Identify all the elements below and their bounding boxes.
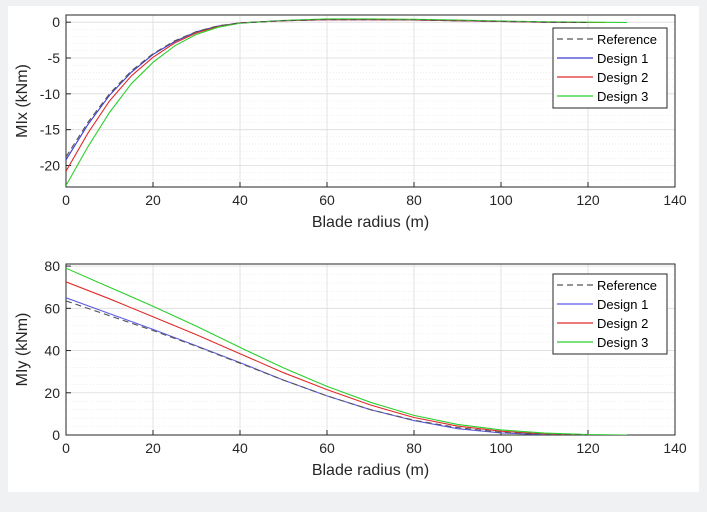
y-tick-label: 80 — [44, 258, 60, 274]
series-line-design-2 — [66, 281, 606, 435]
x-tick-label: 80 — [406, 440, 422, 456]
x-tick-label: 20 — [145, 440, 161, 456]
y-tick-label: 20 — [44, 385, 60, 401]
legend-entry: Reference — [597, 32, 657, 47]
y-tick-label: 40 — [44, 343, 60, 359]
y-tick-label: -5 — [48, 50, 61, 66]
plot-area-border — [65, 14, 676, 188]
x-tick-label: 60 — [319, 192, 335, 208]
series-line-design-1 — [66, 297, 589, 435]
y-tick-label: 0 — [52, 427, 60, 443]
x-tick-label: 20 — [145, 192, 161, 208]
series-line-reference — [66, 19, 589, 158]
x-tick-label: 40 — [232, 440, 248, 456]
legend-entry: Reference — [597, 278, 657, 293]
x-axis-label: Blade radius (m) — [312, 462, 429, 479]
x-tick-label: 0 — [62, 192, 70, 208]
series-line-reference — [66, 300, 589, 435]
y-tick-label: -10 — [40, 86, 60, 102]
legend-entry: Design 3 — [597, 89, 648, 104]
x-tick-label: 100 — [489, 440, 513, 456]
x-tick-label: 40 — [232, 192, 248, 208]
y-tick-label: -20 — [40, 158, 60, 174]
legend-entry: Design 2 — [597, 316, 648, 331]
x-tick-label: 120 — [576, 440, 600, 456]
legend-box — [552, 273, 668, 355]
y-tick-label: 60 — [44, 300, 60, 316]
x-tick-label: 60 — [319, 440, 335, 456]
legend-entry: Design 3 — [597, 335, 648, 350]
series-line-design-2 — [66, 19, 606, 172]
plot-area-border — [65, 263, 676, 436]
y-tick-label: 0 — [52, 14, 60, 30]
x-tick-label: 120 — [576, 192, 600, 208]
x-tick-label: 80 — [406, 192, 422, 208]
figure-svg: 0 20 40 60 80 100 120 140 0 -5 -10 -15 -20 Blade radi… — [14, 14, 687, 479]
chart-1: 0 20 40 60 80 100 120 140 0 -5 -10 -15 -20 Blade radi… — [14, 14, 687, 231]
y-axis-label: MIy (kNm) — [14, 313, 31, 387]
y-axis-label: MIx (kNm) — [14, 64, 31, 138]
x-axis-label: Blade radius (m) — [312, 214, 429, 231]
x-tick-label: 0 — [62, 440, 70, 456]
x-tick-label: 140 — [663, 192, 687, 208]
legend-entry: Design 1 — [597, 297, 648, 312]
figure-frame: 0 20 40 60 80 100 120 140 0 -5 -10 -15 -20 Blade radi… — [8, 6, 699, 492]
legend-entry: Design 1 — [597, 51, 648, 66]
legend-box — [552, 27, 668, 109]
x-tick-label: 100 — [489, 192, 513, 208]
chart-2: 0 20 40 60 80 100 120 140 0 20 40 60 80 Blade radius … — [14, 258, 687, 479]
x-tick-label: 140 — [663, 440, 687, 456]
y-tick-label: -15 — [40, 122, 60, 138]
series-line-design-3 — [66, 267, 628, 435]
legend-entry: Design 2 — [597, 70, 648, 85]
